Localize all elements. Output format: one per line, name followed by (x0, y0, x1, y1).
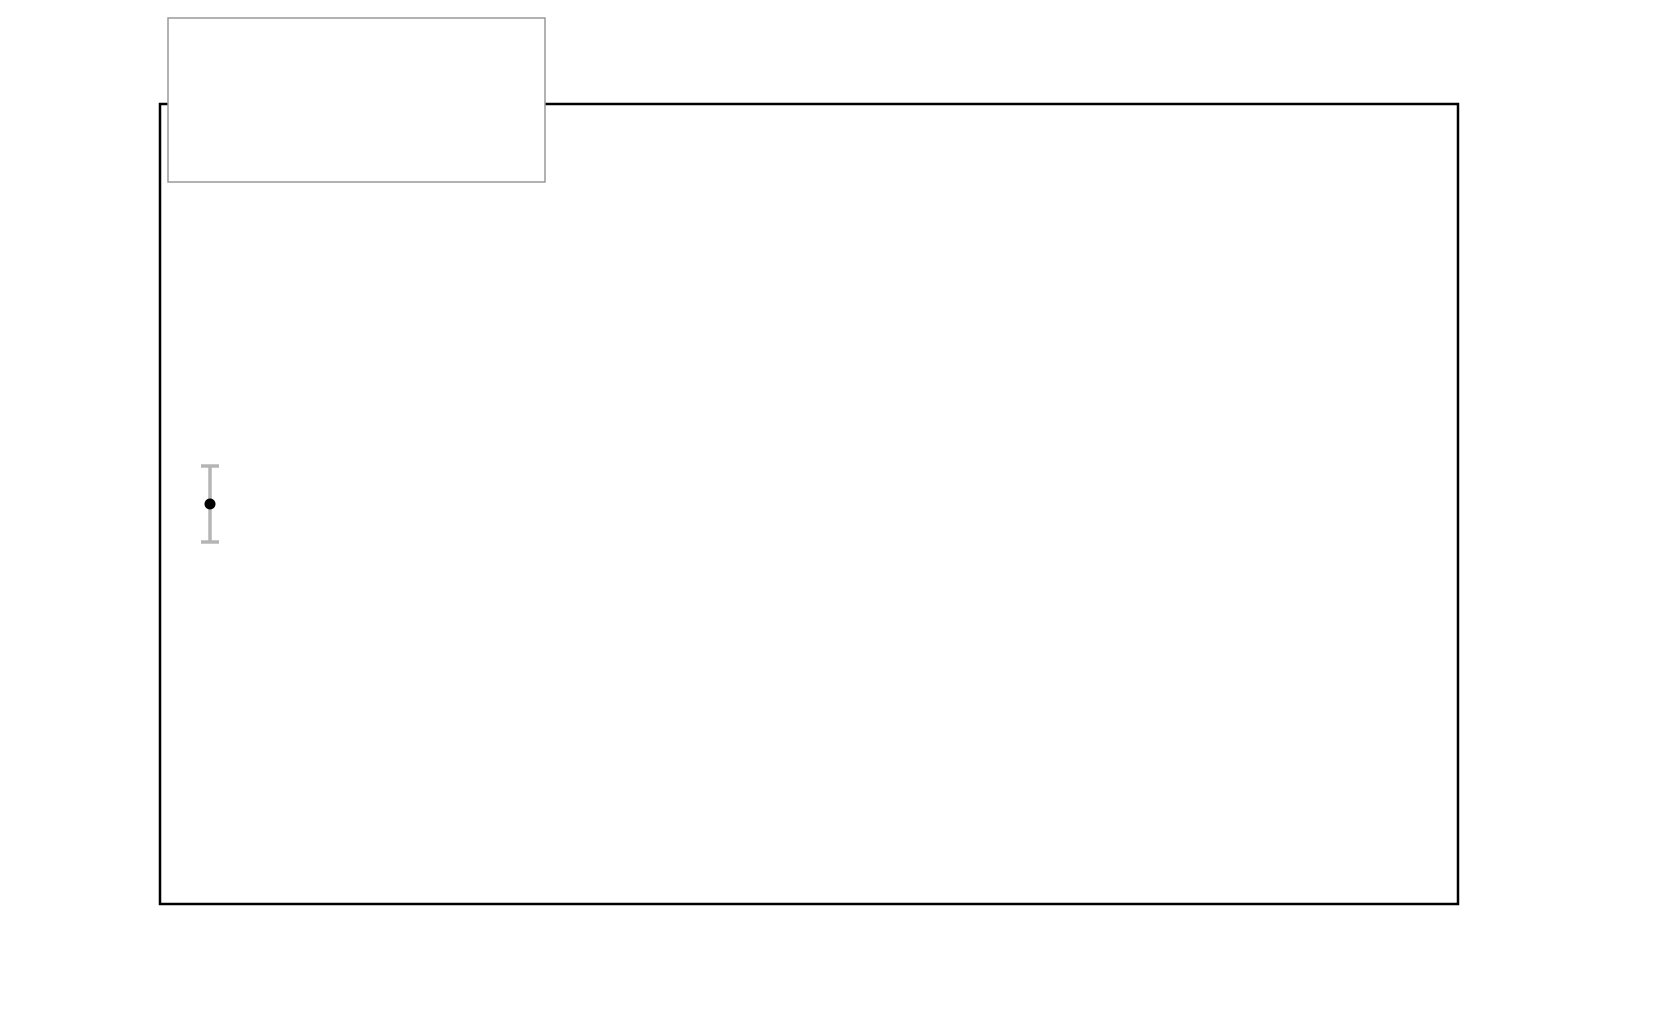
noise-center-dot (204, 498, 216, 510)
legend-box (167, 17, 546, 183)
plot-frame (158, 102, 1460, 906)
noise-level-marker (201, 464, 219, 544)
legend (167, 17, 546, 183)
